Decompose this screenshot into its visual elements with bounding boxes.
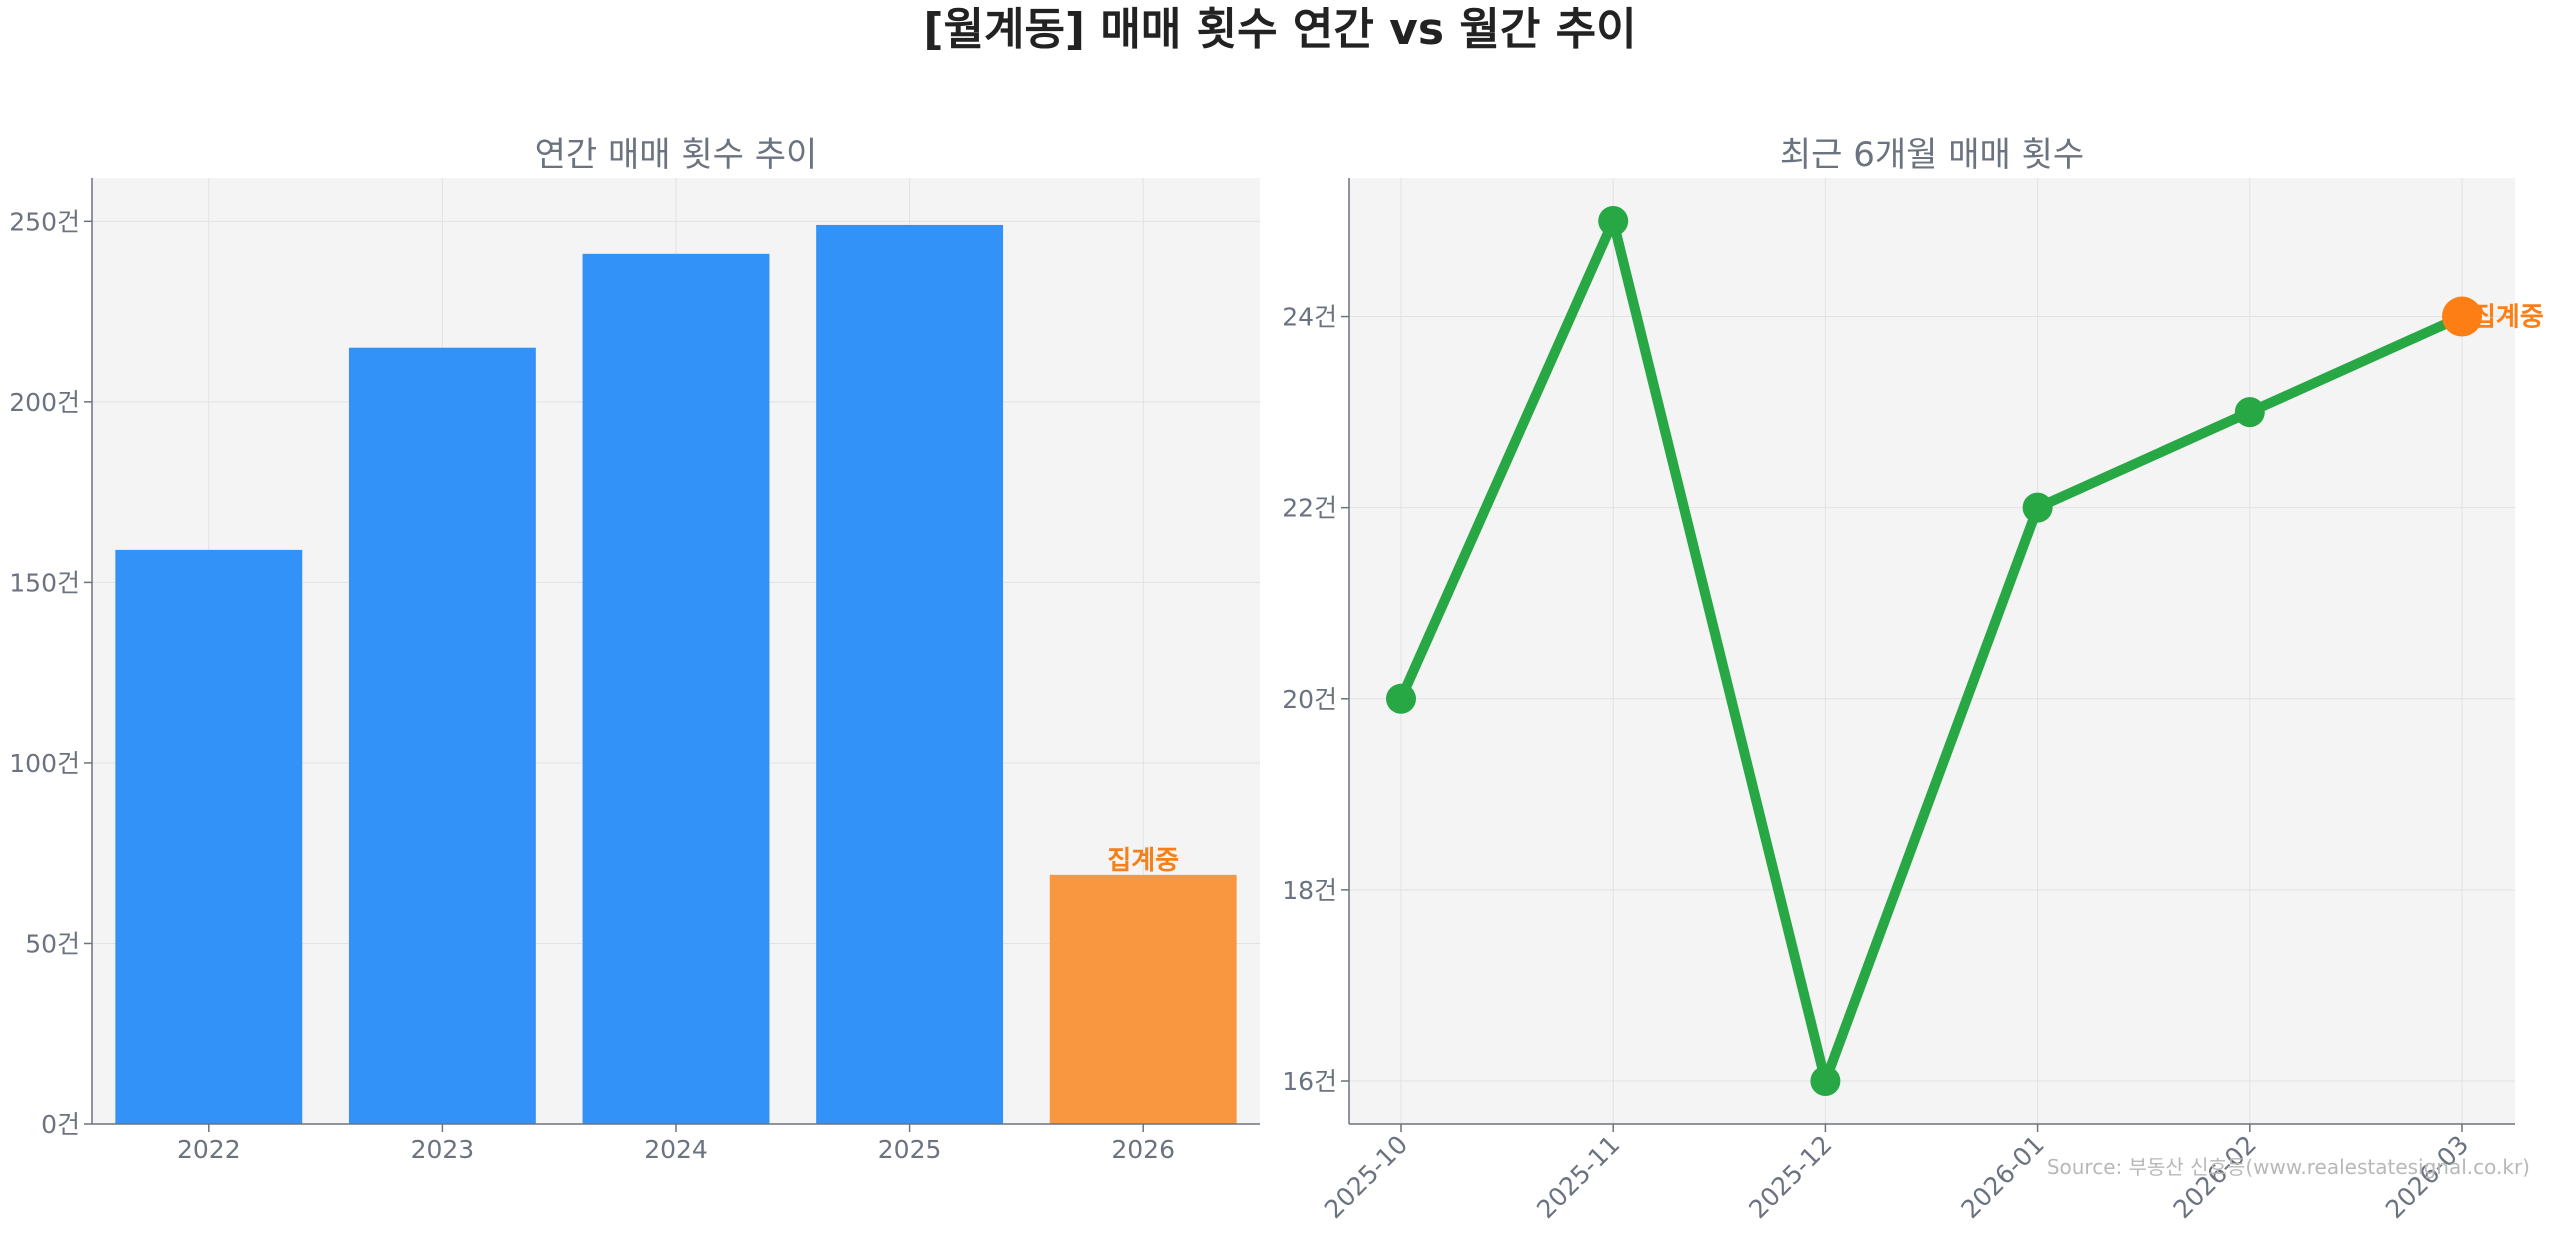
monthly-x-tick-label: 2026-01 bbox=[1955, 1130, 2049, 1224]
monthly-pending-label: 집계중 bbox=[2472, 303, 2544, 333]
monthly-y-tick-label: 16건 bbox=[1282, 1067, 1337, 1096]
annual-x-tick-label: 2025 bbox=[878, 1135, 942, 1164]
monthly-point bbox=[2022, 492, 2053, 523]
monthly-x-tick-label: 2025-10 bbox=[1319, 1130, 1413, 1224]
annual-x-tick-label: 2023 bbox=[411, 1135, 475, 1164]
monthly-line-chart: 최근 6개월 매매 횟수 16건 18건 20건 22건 24건 집계중 2025-10 20… bbox=[1282, 135, 2544, 1224]
source-note: Source: 부동산 신호등(www.realestatesignal.co.… bbox=[2047, 1155, 2530, 1179]
annual-bar bbox=[115, 549, 303, 1124]
annual-x-tick-label: 2024 bbox=[644, 1135, 708, 1164]
figure-title: [월계동] 매매 횟수 연간 vs 월간 추이 bbox=[923, 4, 1636, 55]
annual-y-tick-label: 150건 bbox=[9, 568, 80, 597]
monthly-point bbox=[1810, 1066, 1841, 1096]
annual-x-tick-label: 2022 bbox=[177, 1135, 241, 1164]
monthly-point bbox=[1598, 206, 1629, 236]
monthly-y-tick-label: 22건 bbox=[1282, 494, 1337, 523]
monthly-point bbox=[2234, 397, 2265, 428]
monthly-x-tick-label: 2025-12 bbox=[1743, 1130, 1837, 1224]
monthly-x-tick-label: 2025-11 bbox=[1531, 1130, 1625, 1224]
monthly-pending-point bbox=[2442, 296, 2482, 337]
annual-bar bbox=[582, 253, 770, 1124]
monthly-point bbox=[1386, 683, 1416, 714]
annual-y-tick-label: 100건 bbox=[9, 749, 80, 778]
annual-bar bbox=[816, 224, 1004, 1124]
annual-pending-label: 집계중 bbox=[1107, 846, 1179, 876]
monthly-y-tick-label: 24건 bbox=[1282, 303, 1337, 332]
annual-y-tick-label: 50건 bbox=[25, 929, 80, 958]
annual-y-tick-label: 0건 bbox=[41, 1110, 80, 1139]
monthly-y-tick-label: 20건 bbox=[1282, 685, 1337, 714]
annual-bar bbox=[348, 347, 536, 1125]
monthly-series-line bbox=[1396, 216, 2467, 1086]
annual-y-tick-label: 200건 bbox=[9, 388, 80, 417]
monthly-y-tick-label: 18건 bbox=[1282, 876, 1337, 905]
monthly-chart-title: 최근 6개월 매매 횟수 bbox=[1780, 135, 2084, 175]
annual-y-tick-label: 250건 bbox=[9, 207, 80, 236]
monthly-plot-area bbox=[1349, 178, 2515, 1124]
annual-chart-title: 연간 매매 횟수 추이 bbox=[535, 135, 818, 175]
annual-x-tick-label: 2026 bbox=[1111, 1135, 1175, 1164]
annual-bar bbox=[1049, 874, 1237, 1124]
annual-bar-chart: 연간 매매 횟수 추이 0건 50건 100건 150건 200건 250건 2022 202… bbox=[9, 135, 1260, 1164]
